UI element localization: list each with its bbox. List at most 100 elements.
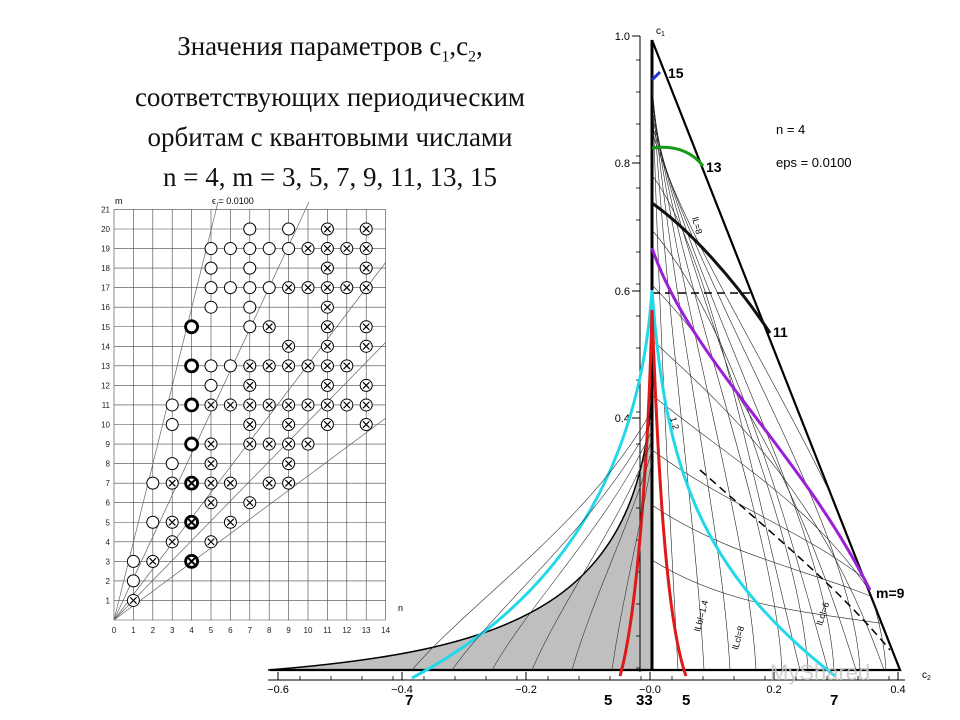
grid-mark <box>126 554 140 568</box>
grid-mark <box>165 476 179 490</box>
grid-mark <box>282 339 296 353</box>
grid-ticks: 0 1 2 3 4 5 6 7 8 9 10 11 12 13 1412345678910111213141… <box>101 205 391 635</box>
inner-curve <box>652 284 857 670</box>
grid-y-tick: 7 <box>106 479 111 488</box>
grid-mark <box>243 261 257 275</box>
grid-y-tick: 16 <box>101 303 110 312</box>
inner-label-lcl8: lLcl=8 <box>730 625 746 651</box>
grid-mark <box>243 496 257 510</box>
inner-curve <box>652 339 885 670</box>
label-bottom-33: 33 <box>636 692 653 709</box>
slide-title: Значения параметров c1,c2, соответствующ… <box>70 26 590 197</box>
grid-mark <box>243 437 257 451</box>
inner-label-12: 1.2 <box>668 416 681 431</box>
title-line-2: соответствующих периодическим <box>134 82 526 113</box>
grid-mark <box>320 398 334 412</box>
grid-mark <box>223 281 237 295</box>
orbit-curve-m11 <box>651 201 772 334</box>
label-bottom-5-left: 5 <box>604 692 612 709</box>
grid-mark <box>204 437 218 451</box>
inner-curve <box>652 174 801 670</box>
inner-curve <box>652 229 829 670</box>
grid-mark <box>359 378 373 392</box>
grid-x-tick: 14 <box>381 626 390 635</box>
grid-mark <box>243 300 257 314</box>
inner-curve <box>652 115 835 670</box>
grid-mark <box>223 242 237 256</box>
c2-tick-label: −0.2 <box>515 684 537 696</box>
grid-mark <box>359 398 373 412</box>
inner-curve-left <box>571 449 653 671</box>
grid-mark <box>359 261 373 275</box>
label-bottom-7-right: 7 <box>830 692 838 709</box>
grid-y-tick: 17 <box>101 284 110 293</box>
grid-y-tick: 14 <box>101 342 110 351</box>
grid-x-tick: 10 <box>304 626 313 635</box>
inner-label-lcl6: lLcl=6 <box>814 601 831 627</box>
grid-x-tick: 5 <box>209 626 214 635</box>
grid-mark <box>165 515 179 529</box>
grid-mark <box>282 437 296 451</box>
c2-tick-label: −0.6 <box>267 684 289 696</box>
orbit-curve-m7-right <box>650 289 836 678</box>
c2-tick-label: −0.4 <box>391 684 413 696</box>
label-bottom-7-left: 7 <box>405 692 413 709</box>
label-bottom-5-right: 5 <box>682 692 690 709</box>
grid-mark <box>282 222 296 236</box>
grid-mark <box>204 359 218 373</box>
grid-y-tick: 15 <box>101 323 110 332</box>
grid-mark <box>301 398 315 412</box>
grid-y-tick: 2 <box>106 577 111 586</box>
grid-mark <box>282 457 296 471</box>
grid-mark <box>359 339 373 353</box>
grid-mark <box>301 437 315 451</box>
grid-mark <box>204 378 218 392</box>
grid-mark <box>262 281 276 295</box>
grid-mark <box>320 320 334 334</box>
grid-mark <box>165 457 179 471</box>
grid-x-tick: 12 <box>342 626 351 635</box>
grid-mark <box>282 476 296 490</box>
grid-annotation: ϵ = 0.0100 <box>212 196 254 206</box>
grid-y-tick: 10 <box>101 421 110 430</box>
inner-curve <box>652 67 679 670</box>
grid-mark <box>184 397 200 413</box>
grid-y-tick: 12 <box>101 381 110 390</box>
inner-label-lbl14: lLbl=1.4 <box>692 599 710 632</box>
grid-mark <box>320 261 334 275</box>
grid-y-tick: 1 <box>106 596 111 605</box>
grid-x-tick: 9 <box>286 626 291 635</box>
triangle-boundary <box>270 39 902 672</box>
grid-mark <box>301 359 315 373</box>
grid-mark <box>243 398 257 412</box>
grid-y-tick: 8 <box>106 460 111 469</box>
grid-mark <box>184 319 200 335</box>
inner-curve <box>652 449 900 670</box>
grid-mark <box>243 242 257 256</box>
grid-mark <box>243 359 257 373</box>
inner-curve-left <box>611 459 653 671</box>
grid-ylabel: m <box>115 196 123 206</box>
inner-curve <box>652 131 887 670</box>
inner-curve <box>652 91 757 670</box>
orbit-curve-m13 <box>651 145 705 167</box>
grid-mark <box>184 514 200 530</box>
grid-mark <box>282 418 296 431</box>
inner-curve <box>652 559 900 670</box>
inner-curve-left <box>411 409 653 671</box>
orbit-curve-m9 <box>650 247 872 591</box>
grid-mark <box>320 339 334 353</box>
info-eps: eps = 0.0100 <box>776 155 852 170</box>
grid-mark <box>204 457 218 471</box>
title-line-4: n = 4, m = 3, 5, 7, 9, 11, 13, 15 <box>163 162 497 193</box>
inner-curve-left <box>491 429 653 671</box>
grid-mark <box>165 398 179 412</box>
grid-x-tick: 4 <box>189 626 194 635</box>
concave-boundary <box>267 389 653 671</box>
grid-xlabel: n <box>398 603 403 613</box>
grid-y-tick: 9 <box>106 440 111 449</box>
grid-y-tick: 19 <box>101 245 110 254</box>
title-line-3: орбитам с квантовыми числами <box>147 122 513 153</box>
grid-mark <box>184 553 200 569</box>
